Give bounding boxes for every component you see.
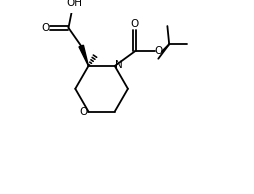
Text: O: O — [131, 19, 139, 29]
Text: OH: OH — [66, 0, 82, 8]
Text: O: O — [79, 107, 87, 117]
Text: O: O — [42, 23, 50, 33]
Text: O: O — [154, 46, 163, 56]
Text: N: N — [115, 60, 123, 70]
Polygon shape — [79, 45, 88, 66]
